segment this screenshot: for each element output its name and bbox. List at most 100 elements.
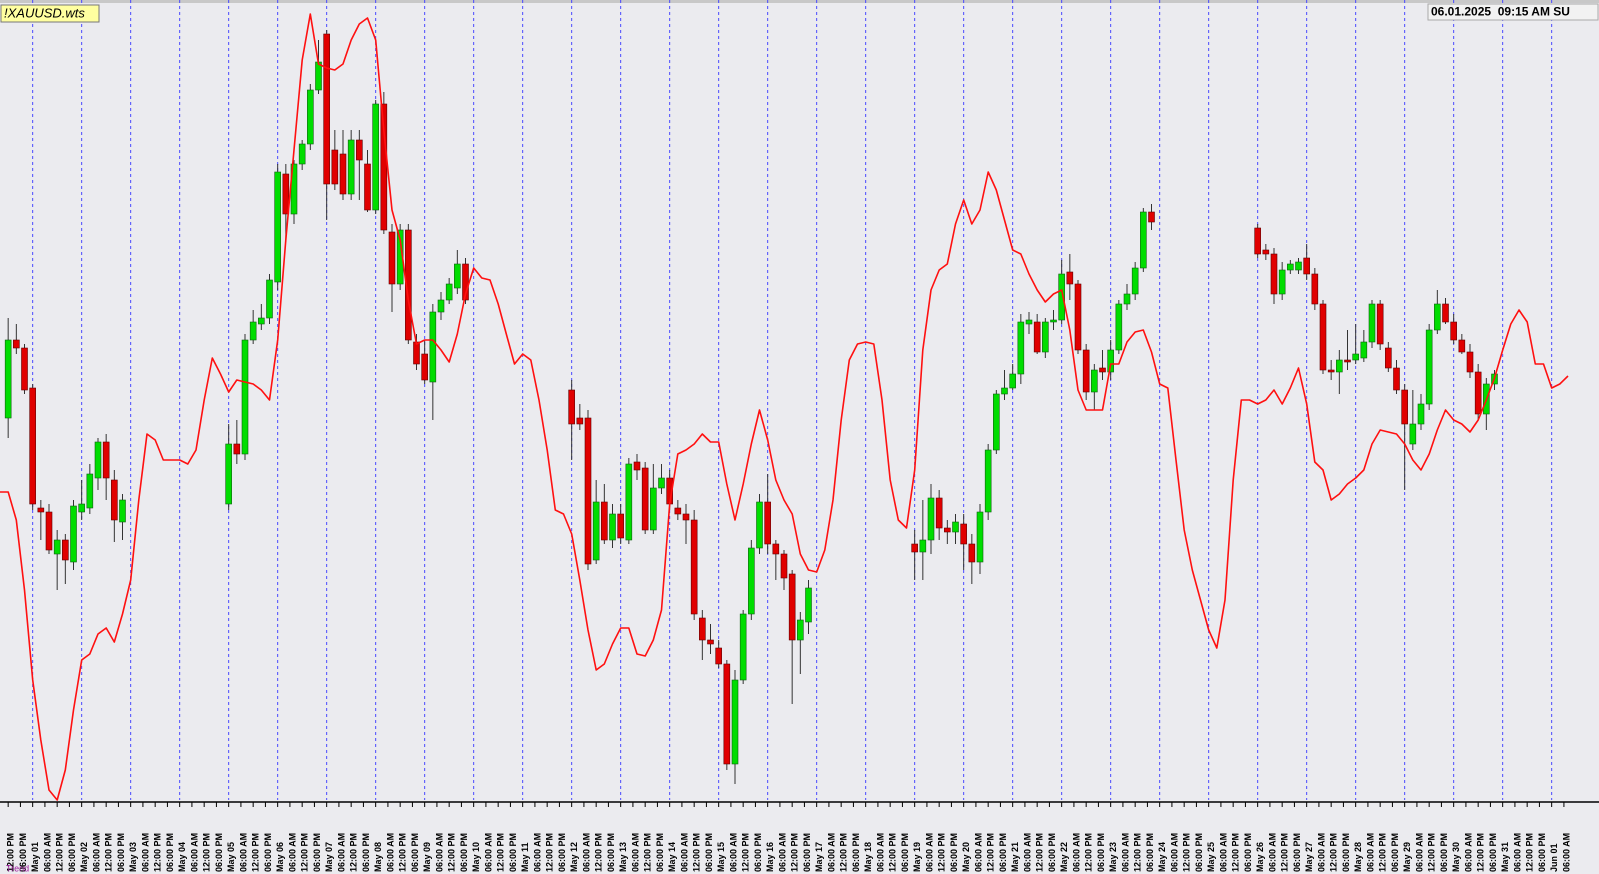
candle-body <box>1368 303 1376 343</box>
x-tick-label: 06:00 PM <box>312 833 322 872</box>
x-tick-label: 12:00 PM <box>349 833 359 872</box>
x-tick-label: 06:00 AM <box>42 833 52 872</box>
x-tick-label: May 19 <box>912 842 922 872</box>
x-tick-label: 06:00 PM <box>1488 833 1498 872</box>
candle-body <box>78 503 85 513</box>
x-tick-label: Jun 01 <box>1549 843 1559 872</box>
x-tick-label: 06:00 AM <box>1463 833 1473 872</box>
indicator-note: Trend <box>6 863 29 873</box>
candle-body <box>641 467 649 531</box>
x-tick-label: 06:00 AM <box>1071 833 1081 872</box>
x-tick-label: 12:00 PM <box>1378 833 1388 872</box>
candle-body <box>960 523 967 545</box>
x-tick-label: 06:00 AM <box>630 833 640 872</box>
candle-body <box>1050 319 1057 323</box>
x-tick-label: May 28 <box>1353 842 1363 872</box>
x-tick-label: 06:00 AM <box>973 833 983 872</box>
x-tick-label: 06:00 PM <box>1145 833 1155 872</box>
x-tick-label: 06:00 PM <box>1439 833 1449 872</box>
x-tick-label: 12:00 PM <box>398 833 408 872</box>
x-tick-label: 06:00 AM <box>483 833 493 872</box>
candle-body <box>1058 273 1065 321</box>
candle-body <box>258 317 265 325</box>
x-tick-label: 06:00 PM <box>1341 833 1351 872</box>
x-tick-label: 12:00 PM <box>1231 833 1241 872</box>
candle-body <box>21 347 28 391</box>
x-tick-label: 06:00 PM <box>753 833 763 872</box>
x-tick-label: 06:00 AM <box>336 833 346 872</box>
x-tick-label: 06:00 AM <box>189 833 199 872</box>
x-tick-label: 06:00 PM <box>116 833 126 872</box>
candle-body <box>1099 367 1106 373</box>
x-tick-label: May 27 <box>1304 842 1314 872</box>
candle-body <box>347 139 355 195</box>
x-tick-label: May 17 <box>814 842 824 872</box>
candle-body <box>756 501 763 549</box>
x-tick-label: 06:00 AM <box>1512 833 1522 872</box>
candle-body <box>1393 367 1400 391</box>
candle-body <box>266 279 273 319</box>
candle-body <box>413 341 420 365</box>
x-tick-label: May 13 <box>618 842 628 872</box>
candle-body <box>37 507 45 513</box>
candle-body <box>748 547 755 615</box>
candle-body <box>1385 347 1392 369</box>
candle-body <box>1140 211 1147 269</box>
x-tick-label: 06:00 PM <box>1243 833 1253 872</box>
x-tick-label: 12:00 PM <box>6 833 16 872</box>
x-tick-label: 06:00 AM <box>581 833 591 872</box>
candle-body <box>690 519 698 615</box>
x-tick-label: 06:00 AM <box>1120 833 1130 872</box>
x-tick-label: 06:00 AM <box>238 833 248 872</box>
candle-body <box>1425 329 1433 405</box>
x-tick-label: 06:00 AM <box>924 833 934 872</box>
x-tick-label: May 06 <box>275 842 285 872</box>
x-tick-label: 06:00 AM <box>1218 833 1228 872</box>
candle-body <box>372 103 379 211</box>
candle-body <box>1066 271 1074 285</box>
candle-body <box>339 153 347 195</box>
candle-body <box>633 461 641 471</box>
candle-body <box>1262 249 1270 255</box>
x-tick-label: 12:00 PM <box>594 833 604 872</box>
x-tick-label: 12:00 PM <box>1525 833 1535 872</box>
x-tick-label: 06:00 AM <box>1414 833 1424 872</box>
x-tick-label: May 05 <box>226 842 236 872</box>
candle-body <box>323 33 330 185</box>
candle-body <box>94 441 102 479</box>
candle-body <box>1278 269 1286 295</box>
candle-body <box>1450 321 1457 341</box>
candle-body <box>1001 387 1008 395</box>
candle-body <box>919 539 927 553</box>
candle-body <box>805 587 812 623</box>
x-tick-label: 06:00 AM <box>1169 833 1179 872</box>
x-tick-label: 06:00 AM <box>826 833 836 872</box>
candle-body <box>1442 303 1449 323</box>
x-tick-label: 12:00 PM <box>1476 833 1486 872</box>
candle-body <box>576 417 584 425</box>
candle-body <box>1336 359 1343 373</box>
candle-body <box>927 497 935 541</box>
candle-body <box>1401 389 1408 425</box>
candle-body <box>1033 321 1041 353</box>
candle-body <box>1303 257 1310 275</box>
x-tick-label: 12:00 PM <box>1280 833 1290 872</box>
candle-body <box>249 321 257 341</box>
x-tick-label: 06:00 PM <box>165 833 175 872</box>
candle-body <box>1074 283 1082 351</box>
candle-body <box>584 417 592 565</box>
candle-body <box>1458 339 1466 353</box>
candle-body <box>1091 369 1098 393</box>
x-tick-label: 12:00 PM <box>104 833 114 872</box>
x-tick-label: 06:00 PM <box>214 833 224 872</box>
candle-body <box>429 311 437 383</box>
candle-body <box>53 539 61 555</box>
candle-body <box>780 553 788 579</box>
x-tick-label: May 16 <box>765 842 775 872</box>
x-tick-label: May 02 <box>79 842 89 872</box>
x-tick-label: 12:00 PM <box>986 833 996 872</box>
x-tick-label: 12:00 PM <box>1084 833 1094 872</box>
